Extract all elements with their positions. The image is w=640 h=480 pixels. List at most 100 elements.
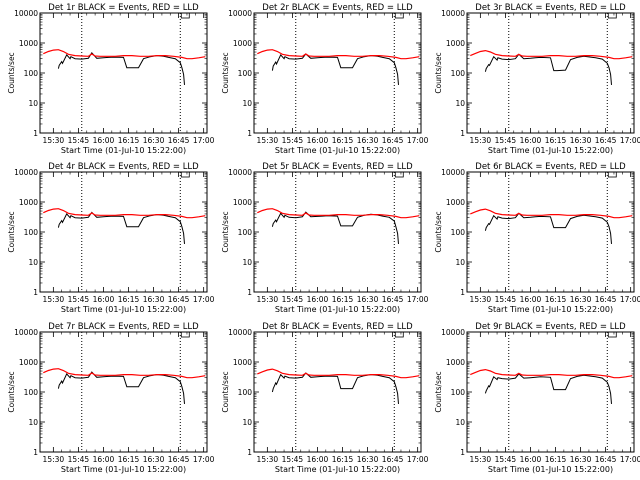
x-tick-label: 16:45 — [168, 295, 190, 304]
x-tick-label: 16:45 — [168, 455, 190, 464]
top-marker-box — [180, 331, 190, 338]
y-tick-label: 10 — [455, 258, 465, 267]
top-marker-box — [607, 171, 617, 178]
y-tick-label: 10 — [242, 258, 252, 267]
y-tick-label: 1 — [33, 129, 38, 138]
y-tick-label: 10000 — [14, 168, 38, 177]
x-tick-label: 16:30 — [357, 295, 379, 304]
x-tick-label: 16:45 — [168, 136, 190, 145]
y-axis-label: Counts/sec — [7, 211, 16, 252]
y-tick-label: 1000 — [19, 198, 38, 207]
y-tick-label: 1000 — [446, 358, 465, 367]
x-tick-label: 17:00 — [620, 295, 640, 304]
x-tick-label: 16:30 — [143, 455, 165, 464]
x-tick-label: 17:00 — [620, 136, 640, 145]
x-tick-label: 16:45 — [382, 295, 404, 304]
y-axis-label: Counts/sec — [434, 211, 443, 252]
y-axis-label: Counts/sec — [221, 211, 230, 252]
x-axis-label: Start Time (01-Jul-10 15:22:00) — [61, 146, 186, 155]
x-tick-label: 16:30 — [143, 136, 165, 145]
x-tick-label: 15:45 — [282, 295, 304, 304]
y-tick-label: 1 — [460, 288, 465, 297]
x-tick-label: 15:45 — [68, 136, 90, 145]
y-tick-label: 100 — [24, 69, 39, 78]
lld-series-line — [257, 208, 420, 219]
y-tick-label: 100 — [238, 69, 253, 78]
x-axis-label: Start Time (01-Jul-10 15:22:00) — [488, 465, 613, 474]
x-tick-label: 16:30 — [143, 295, 165, 304]
x-tick-label: 15:30 — [43, 455, 65, 464]
y-tick-label: 1000 — [233, 39, 252, 48]
y-tick-label: 100 — [451, 228, 466, 237]
x-tick-label: 16:15 — [332, 136, 354, 145]
y-tick-label: 100 — [24, 228, 39, 237]
x-tick-label: 15:30 — [43, 136, 65, 145]
detector-panel-9: Det 9r BLACK = Events, RED = LLD 1 10 100 10… — [434, 322, 640, 474]
x-tick-label: 16:45 — [382, 455, 404, 464]
lld-series-line — [470, 49, 633, 60]
y-tick-label: 1 — [460, 129, 465, 138]
y-axis-label: Counts/sec — [7, 371, 16, 412]
panel-title: Det 9r BLACK = Events, RED = LLD — [475, 322, 626, 332]
x-tick-label: 15:30 — [470, 136, 492, 145]
y-tick-label: 1 — [247, 129, 252, 138]
y-tick-label: 100 — [238, 228, 253, 237]
x-axis-label: Start Time (01-Jul-10 15:22:00) — [61, 465, 186, 474]
x-axis-label: Start Time (01-Jul-10 15:22:00) — [488, 146, 613, 155]
x-tick-label: 16:30 — [570, 136, 592, 145]
top-marker-box — [607, 12, 617, 19]
x-tick-label: 16:00 — [520, 295, 542, 304]
y-axis-label: Counts/sec — [434, 52, 443, 93]
x-tick-label: 17:00 — [620, 455, 640, 464]
x-tick-label: 16:30 — [570, 295, 592, 304]
panel-title: Det 1r BLACK = Events, RED = LLD — [48, 3, 199, 13]
y-tick-label: 10 — [242, 418, 252, 427]
y-tick-label: 1 — [247, 288, 252, 297]
y-axis-label: Counts/sec — [7, 52, 16, 93]
y-tick-label: 10 — [455, 99, 465, 108]
detector-panel-1: Det 1r BLACK = Events, RED = LLD 1 10 100 10… — [7, 3, 215, 155]
x-tick-label: 15:45 — [68, 455, 90, 464]
x-tick-label: 16:15 — [118, 136, 140, 145]
x-tick-label: 16:15 — [545, 455, 567, 464]
y-tick-label: 100 — [451, 69, 466, 78]
y-tick-label: 10 — [242, 99, 252, 108]
x-tick-label: 16:15 — [545, 136, 567, 145]
x-tick-label: 15:30 — [257, 136, 279, 145]
detector-panel-5: Det 5r BLACK = Events, RED = LLD 1 10 100 10… — [221, 162, 429, 314]
x-tick-label: 16:00 — [93, 295, 115, 304]
y-tick-label: 1 — [247, 448, 252, 457]
y-tick-label: 1 — [33, 288, 38, 297]
x-tick-label: 16:15 — [545, 295, 567, 304]
x-tick-label: 16:00 — [520, 136, 542, 145]
y-axis-label: Counts/sec — [221, 371, 230, 412]
y-tick-label: 100 — [238, 388, 253, 397]
top-marker-box — [180, 171, 190, 178]
lld-series-line — [470, 208, 633, 219]
events-series-line — [271, 53, 399, 85]
top-marker-box — [607, 331, 617, 338]
detector-panel-2: Det 2r BLACK = Events, RED = LLD 1 10 100 10… — [221, 3, 429, 155]
y-tick-label: 1000 — [446, 198, 465, 207]
x-tick-label: 16:15 — [118, 455, 140, 464]
x-tick-label: 17:00 — [193, 455, 215, 464]
y-tick-label: 10000 — [228, 9, 252, 18]
x-tick-label: 15:30 — [257, 295, 279, 304]
detector-panel-6: Det 6r BLACK = Events, RED = LLD 1 10 100 10… — [434, 162, 640, 314]
x-tick-label: 15:45 — [495, 295, 517, 304]
top-marker-box — [394, 331, 404, 338]
x-axis-label: Start Time (01-Jul-10 15:22:00) — [275, 305, 400, 314]
top-marker-box — [394, 12, 404, 19]
y-tick-label: 10000 — [14, 9, 38, 18]
y-tick-label: 100 — [24, 388, 39, 397]
y-tick-label: 10 — [28, 99, 38, 108]
panel-title: Det 5r BLACK = Events, RED = LLD — [262, 162, 413, 172]
events-series-line — [484, 373, 612, 404]
x-tick-label: 15:45 — [282, 455, 304, 464]
x-tick-label: 16:30 — [357, 136, 379, 145]
events-series-line — [271, 372, 399, 404]
x-axis-label: Start Time (01-Jul-10 15:22:00) — [275, 465, 400, 474]
y-tick-label: 1 — [460, 448, 465, 457]
lld-series-line — [43, 368, 206, 379]
